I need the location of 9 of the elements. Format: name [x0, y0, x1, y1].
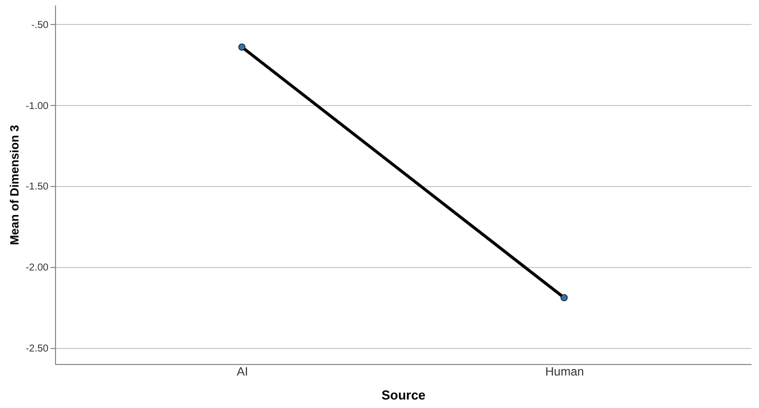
y-axis-title: Mean of Dimension 3 — [8, 124, 22, 246]
y-tick-label: -2.50 — [26, 343, 49, 354]
x-tick-label: AI — [236, 364, 248, 378]
y-tick-label: -.50 — [31, 20, 49, 31]
y-tick-label: -2.00 — [26, 262, 49, 274]
x-axis-title: Source — [381, 388, 426, 402]
y-tick-label: -1.00 — [26, 100, 49, 112]
x-tick-label: Human — [545, 364, 584, 378]
y-tick-label: -1.50 — [26, 182, 49, 193]
